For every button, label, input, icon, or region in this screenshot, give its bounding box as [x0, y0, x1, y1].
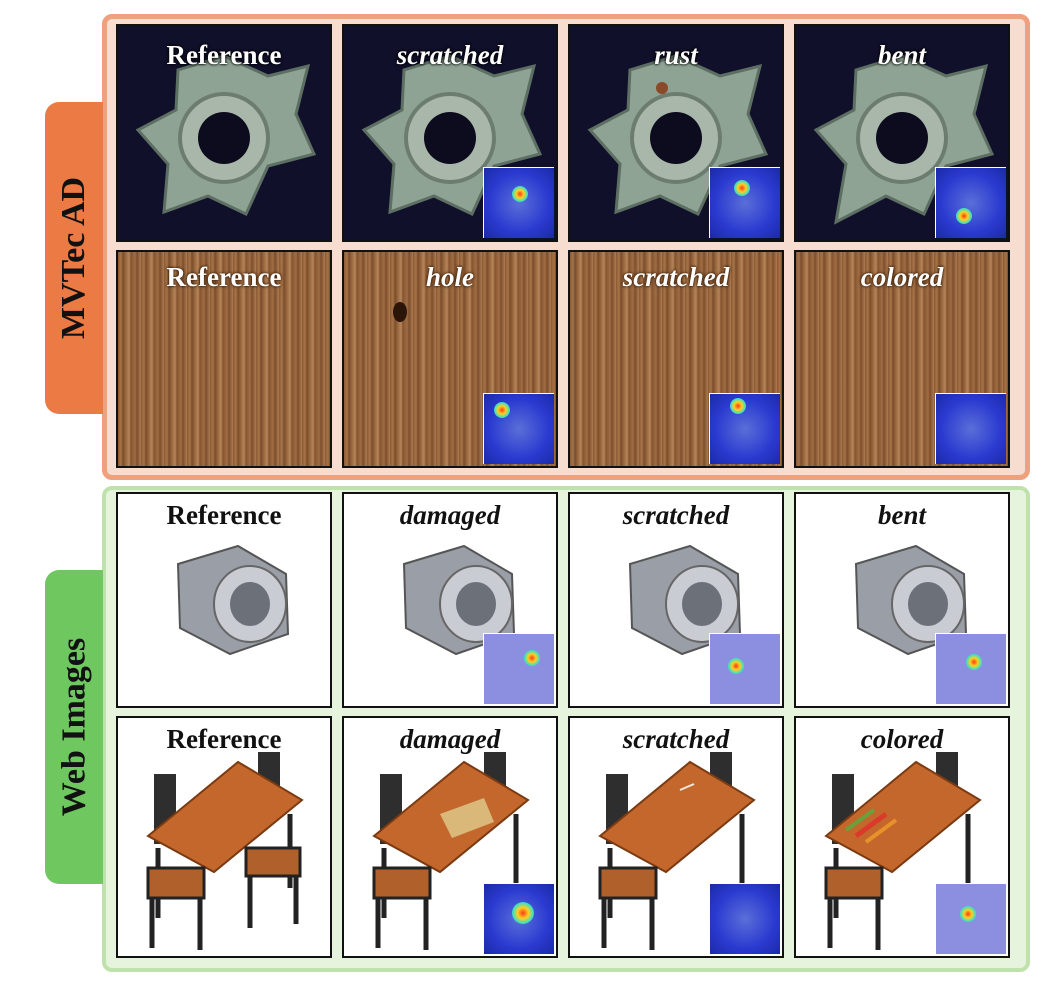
- mvtec-group-label: MVTec AD: [55, 176, 92, 340]
- wood-hole-image: hole: [342, 250, 558, 468]
- cell-label: Reference: [166, 262, 282, 292]
- table-scratched-image: scratched: [568, 716, 784, 958]
- table-colored-image: colored: [794, 716, 1010, 958]
- cell-label: rust: [654, 40, 698, 70]
- anomaly-heatmap-inset: [483, 167, 554, 238]
- anomaly-heatmap-inset: [935, 167, 1006, 238]
- nut4-bent-image: bent: [794, 24, 1010, 242]
- anomaly-heatmap-inset: [483, 393, 554, 464]
- hexnut-bent-image: bent: [794, 492, 1010, 708]
- cell-label: bent: [877, 500, 926, 530]
- wood-hole-graphic: [393, 302, 407, 322]
- wood-reference-image: Reference: [116, 250, 332, 468]
- anomaly-heatmap-inset: [483, 633, 554, 704]
- table-reference-image: Reference: [116, 716, 332, 958]
- four-prong-nut-graphic: [135, 54, 317, 217]
- dining-table-graphic: [146, 752, 304, 950]
- four-prong-nut-graphic: [361, 54, 543, 217]
- anomaly-heatmap-inset: [483, 883, 554, 954]
- anomaly-heatmap-inset: [709, 883, 780, 954]
- hexnut-damaged-image: damaged: [342, 492, 558, 708]
- nut4-rust-image: rust: [568, 24, 784, 242]
- anomaly-heatmap-inset: [709, 167, 780, 238]
- anomaly-heatmap-inset: [709, 633, 780, 704]
- anomaly-heatmap-inset: [935, 883, 1006, 954]
- cell-label: colored: [860, 262, 944, 292]
- cell-label: hole: [425, 262, 474, 292]
- hex-nut-graphic: [628, 544, 742, 656]
- cell-label: scratched: [622, 500, 730, 530]
- dining-table-graphic: [598, 752, 756, 950]
- four-prong-nut-graphic: [587, 54, 769, 217]
- anomaly-heatmap-inset: [935, 633, 1006, 704]
- cell-label: scratched: [396, 40, 504, 70]
- cell-label: scratched: [622, 262, 730, 292]
- anomaly-heatmap-inset: [709, 393, 780, 464]
- nut4-scratched-image: scratched: [342, 24, 558, 242]
- cell-label: colored: [860, 724, 944, 754]
- cell-label: damaged: [399, 500, 501, 530]
- wood-colored-image: colored: [794, 250, 1010, 468]
- cell-label: Reference: [166, 40, 282, 70]
- hex-nut-graphic: [402, 544, 516, 656]
- hexnut-scratched-image: scratched: [568, 492, 784, 708]
- dining-table-graphic: [372, 752, 530, 950]
- cell-label: Reference: [166, 724, 282, 754]
- hex-nut-graphic: [854, 544, 968, 656]
- hexnut-reference-image: Reference: [116, 492, 332, 708]
- nut4-reference-image: Reference: [116, 24, 332, 242]
- anomaly-heatmap-inset: [935, 393, 1006, 464]
- table-damaged-image: damaged: [342, 716, 558, 958]
- four-prong-nut-graphic: [813, 54, 995, 225]
- dining-table-graphic: [824, 752, 982, 950]
- mvtec-group-tab: MVTec AD: [45, 102, 103, 414]
- cell-label: Reference: [166, 500, 282, 530]
- cell-label: damaged: [399, 724, 501, 754]
- cell-label: scratched: [622, 724, 730, 754]
- hex-nut-graphic: [176, 544, 290, 656]
- web-group-label: Web Images: [55, 637, 92, 817]
- web-group-tab: Web Images: [45, 570, 103, 884]
- wood-scratched-image: scratched: [568, 250, 784, 468]
- cell-label: bent: [877, 40, 926, 70]
